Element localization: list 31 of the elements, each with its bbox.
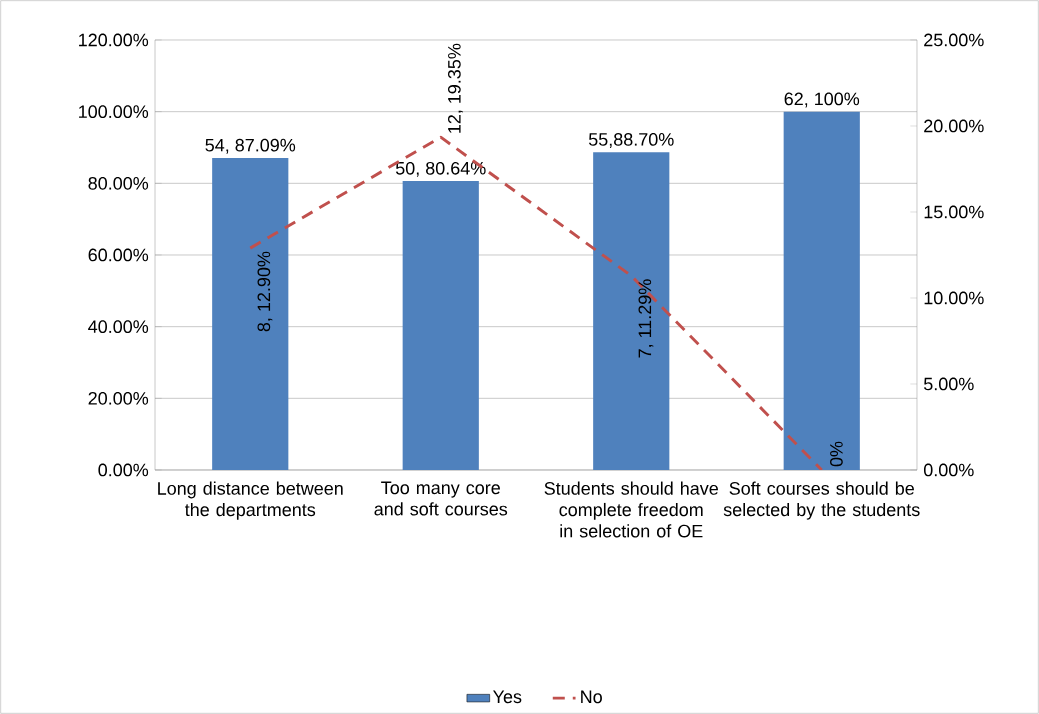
y-tick-label: 100.00%: [79, 105, 149, 119]
y-tick-label: 80.00%: [88, 176, 149, 190]
data-label: 8, 12.90%: [257, 251, 273, 332]
x-tick-label: Soft courses should be selected by the students: [723, 481, 920, 520]
bar: [212, 157, 289, 470]
y-tick-label: 60.00%: [88, 248, 149, 262]
data-label: 50, 80.64%: [395, 161, 486, 177]
y-tick-label: 120.00%: [79, 33, 149, 47]
data-label: 7, 11.29%: [638, 279, 654, 358]
y-tick-label: 20.00%: [88, 391, 149, 405]
data-label: 55,88.70%: [588, 133, 674, 148]
y2-tick-label: 15.00%: [924, 205, 984, 219]
x-tick-label: Long distance between the departments: [158, 481, 343, 520]
y-tick-label: 0.00%: [98, 463, 149, 477]
data-label: 0%: [830, 441, 843, 467]
bar: [593, 152, 670, 470]
y2-tick-label: 25.00%: [924, 33, 984, 47]
data-label: 12, 19.35%: [447, 43, 463, 133]
legend-label: Yes: [493, 690, 522, 704]
y2-tick-label: 10.00%: [924, 291, 984, 305]
data-label: 62, 100%: [784, 92, 860, 108]
x-tick-label: Students should have complete freedom in selection of OE: [544, 481, 718, 538]
y2-tick-label: 0.00%: [923, 463, 974, 477]
y2-tick-label: 20.00%: [924, 119, 984, 133]
x-tick-label: Too many core and soft courses: [374, 481, 508, 516]
bar: [402, 181, 479, 470]
data-label: 54, 87.09%: [205, 138, 296, 154]
y-tick-label: 40.00%: [88, 320, 149, 334]
legend-label: No: [581, 690, 602, 704]
y2-tick-label: 5.00%: [923, 377, 974, 391]
bar: [783, 111, 860, 470]
